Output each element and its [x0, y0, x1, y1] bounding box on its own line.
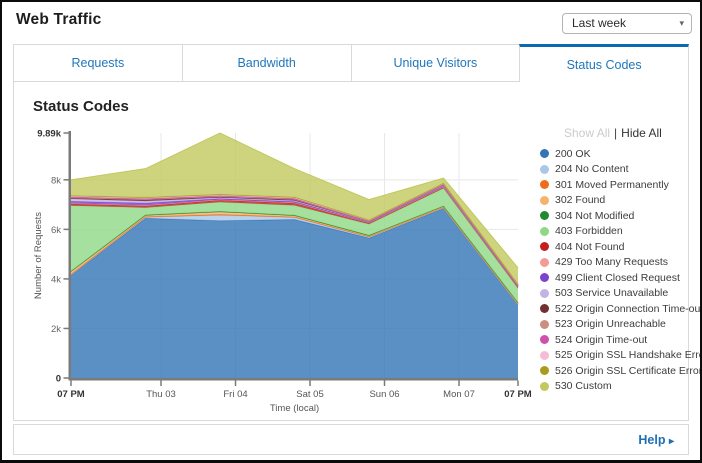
legend-label: 503 Service Unavailable [555, 287, 669, 300]
legend-dot-204 [540, 164, 549, 174]
legend-separator: | [614, 126, 618, 140]
legend-item-429[interactable]: 429 Too Many Requests [538, 255, 688, 271]
help-label: Help [638, 433, 666, 447]
legend-dot-304 [540, 211, 549, 221]
legend-label: 499 Client Closed Request [555, 271, 680, 284]
legend-item-525[interactable]: 525 Origin SSL Handshake Error [538, 348, 700, 364]
area-200[interactable] [71, 208, 518, 378]
x-axis-title: Time (local) [270, 403, 319, 414]
legend-dot-200 [540, 149, 549, 159]
tab-bandwidth[interactable]: Bandwidth [181, 44, 352, 82]
legend-item-503[interactable]: 503 Service Unavailable [538, 286, 688, 302]
x-tick-label: 07 PM [57, 389, 85, 400]
legend-label: 301 Moved Permanently [555, 178, 669, 191]
legend-dot-522 [540, 304, 549, 314]
legend-label: 304 Not Modified [555, 209, 635, 222]
legend-item-404[interactable]: 404 Not Found [538, 239, 688, 255]
footer-bar: Help ▸ [13, 424, 689, 455]
x-tick-label: Thu 03 [146, 389, 176, 400]
legend-dot-403 [540, 226, 549, 236]
help-arrow-icon: ▸ [668, 436, 674, 447]
time-range-value: Last week [572, 16, 627, 30]
y-tick-label: 6k [51, 225, 61, 236]
x-tick-label: Sun 06 [369, 389, 399, 400]
help-link[interactable]: Help ▸ [638, 433, 674, 447]
area-line-530 [70, 132, 519, 269]
status-codes-chart[interactable]: 0 2k 4k 6k 8k 9.89k 07 PM Thu 03 Fri 04 Sat 05 Sun… [29, 120, 541, 420]
chart-legend: Show All | Hide All 200 OK 204 No Content 30… [538, 126, 700, 395]
legend-item-523[interactable]: 523 Origin Unreachable [538, 317, 688, 333]
y-tick-label: 4k [51, 274, 61, 285]
legend-label: 200 OK [555, 147, 591, 160]
legend-label: 523 Origin Unreachable [555, 318, 666, 331]
legend-label: 403 Forbidden [555, 225, 623, 238]
y-tick-label: 8k [51, 175, 61, 186]
legend-item-524[interactable]: 524 Origin Time-out [538, 332, 688, 348]
area-403[interactable] [71, 188, 518, 303]
hide-all-button[interactable]: Hide All [621, 126, 662, 140]
legend-label: 524 Origin Time-out [555, 333, 648, 346]
y-tick-label: 9.89k [37, 129, 61, 140]
legend-item-530[interactable]: 530 Custom [538, 379, 688, 395]
x-tick-label: Mon 07 [443, 389, 475, 400]
legend-dot-526 [540, 366, 549, 376]
show-all-button[interactable]: Show All [564, 126, 611, 140]
legend-dot-302 [540, 195, 549, 205]
legend-items: 200 OK 204 No Content 301 Moved Permanentl… [538, 146, 700, 395]
tab-requests[interactable]: Requests [13, 44, 183, 82]
legend-label: 522 Origin Connection Time-out [555, 302, 702, 315]
legend-dot-523 [540, 319, 549, 329]
legend-controls: Show All | Hide All [538, 126, 688, 141]
legend-item-200[interactable]: 200 OK [538, 146, 688, 162]
legend-dot-525 [540, 350, 549, 360]
legend-label: 525 Origin SSL Handshake Error [555, 349, 702, 362]
tab-bar: Requests Bandwidth Unique Visitors Statu… [13, 44, 689, 82]
legend-item-304[interactable]: 304 Not Modified [538, 208, 688, 224]
legend-dot-530 [540, 381, 549, 391]
y-tick-label: 2k [51, 324, 61, 335]
x-axis-line [68, 378, 518, 381]
legend-label: 302 Found [555, 194, 606, 207]
page-title: Web Traffic [16, 11, 102, 28]
legend-item-522[interactable]: 522 Origin Connection Time-out [538, 301, 700, 317]
y-axis-line [68, 131, 71, 381]
x-tick-label: 07 PM [504, 389, 532, 400]
y-axis-title: Number of Requests [33, 212, 44, 299]
tab-status-codes-label: Status Codes [566, 57, 642, 72]
legend-dot-503 [540, 288, 549, 298]
legend-label: 526 Origin SSL Certificate Error [555, 364, 702, 377]
legend-item-403[interactable]: 403 Forbidden [538, 224, 688, 240]
legend-item-499[interactable]: 499 Client Closed Request [538, 270, 688, 286]
tab-unique-visitors[interactable]: Unique Visitors [350, 44, 521, 82]
legend-item-302[interactable]: 302 Found [538, 193, 688, 209]
legend-label: 530 Custom [555, 380, 612, 393]
legend-label: 404 Not Found [555, 240, 625, 253]
legend-dot-499 [540, 273, 549, 283]
tab-unique-visitors-label: Unique Visitors [393, 56, 478, 70]
tab-bandwidth-label: Bandwidth [237, 56, 296, 70]
x-tick-label: Sat 05 [296, 389, 323, 400]
x-tick-label: Fri 04 [223, 389, 247, 400]
legend-item-526[interactable]: 526 Origin SSL Certificate Error [538, 363, 700, 379]
legend-label: 429 Too Many Requests [555, 256, 669, 269]
tab-requests-label: Requests [71, 56, 125, 70]
y-tick-label: 0 [56, 374, 61, 385]
legend-item-301[interactable]: 301 Moved Permanently [538, 177, 688, 193]
tab-status-codes[interactable]: Status Codes [519, 44, 689, 82]
chart-title: Status Codes [33, 98, 129, 115]
legend-dot-301 [540, 180, 549, 190]
legend-item-204[interactable]: 204 No Content [538, 162, 688, 178]
chevron-down-icon: ▾ [679, 18, 684, 28]
legend-dot-404 [540, 242, 549, 252]
legend-dot-524 [540, 335, 549, 345]
legend-label: 204 No Content [555, 163, 629, 176]
legend-dot-429 [540, 257, 549, 267]
time-range-dropdown[interactable]: Last week ▾ [562, 13, 692, 34]
area-530[interactable] [71, 133, 518, 285]
chart-card: Status Codes 0 2k 4k 6k 8k 9.89k 07 PM Thu 03 Fr… [13, 82, 700, 421]
